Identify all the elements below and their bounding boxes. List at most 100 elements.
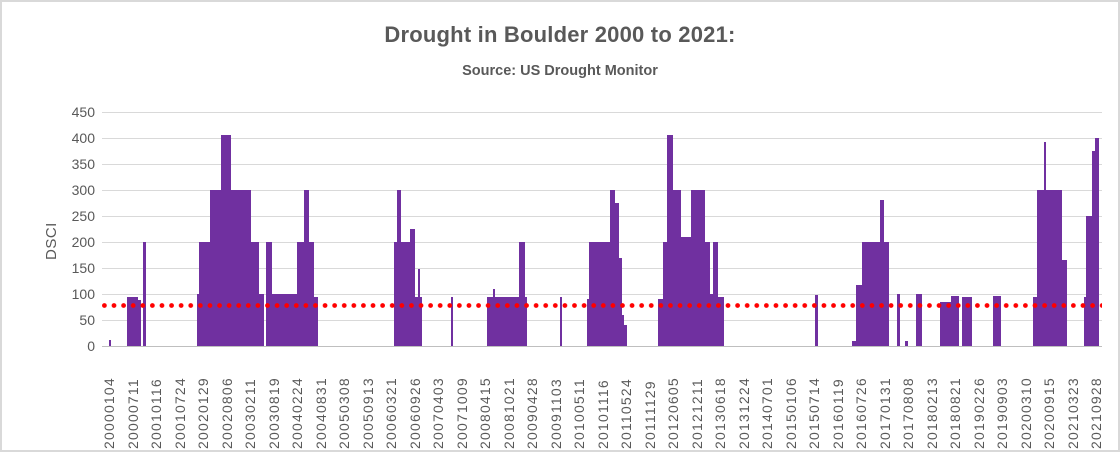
dsci-bar (950, 295, 960, 346)
dsci-bar (250, 242, 259, 346)
gridline (102, 190, 1102, 191)
dsci-bar (419, 296, 423, 346)
dsci-bar (492, 288, 496, 346)
dsci-bar (814, 295, 819, 346)
x-tick-label: 20010116 (148, 378, 164, 449)
dsci-bar (397, 190, 401, 346)
x-tick-label: 20131224 (735, 377, 752, 449)
dsci-bar (297, 242, 304, 346)
gridline (102, 216, 1102, 217)
x-tick-label: 20000104 (101, 377, 117, 449)
dsci-bar (673, 190, 681, 346)
dsci-bar (614, 203, 620, 346)
dsci-bar (993, 295, 1002, 346)
dsci-bar (221, 135, 231, 346)
dsci-bar (495, 296, 519, 346)
x-tick-label: 20020129 (195, 377, 211, 449)
dsci-bar (209, 190, 222, 346)
dsci-bar (658, 299, 664, 346)
dsci-bar (1046, 190, 1063, 346)
x-tick-label: 20190903 (994, 377, 1010, 449)
x-tick-label: 20120605 (665, 377, 681, 449)
x-tick-label: 20170808 (900, 377, 916, 449)
dsci-bar (271, 294, 297, 346)
x-tick-label: 20080415 (477, 377, 493, 449)
dsci-bar (940, 301, 951, 346)
dsci-bar (896, 294, 901, 346)
x-tick-label: 20000711 (124, 378, 141, 449)
dsci-bar (624, 325, 627, 346)
dsci-bar (1062, 260, 1068, 346)
x-tick-label: 20020806 (218, 377, 235, 449)
x-tick-label: 20050913 (359, 377, 376, 449)
dsci-bar (1083, 296, 1086, 346)
gridline (102, 138, 1102, 139)
x-tick-label: 20030819 (265, 377, 282, 449)
y-tick-label: 350 (71, 156, 95, 172)
x-tick-label: 20070403 (430, 377, 446, 449)
y-tick-label: 150 (71, 260, 95, 276)
y-tick-label: 300 (71, 182, 95, 198)
x-tick-label: 20170131 (876, 377, 893, 449)
dsci-bar (1033, 296, 1037, 346)
dsci-bar (137, 300, 142, 346)
dsci-bar (852, 340, 856, 346)
dsci-bar (559, 296, 562, 346)
x-tick-label: 20071009 (453, 377, 470, 449)
gridline (102, 164, 1102, 165)
dsci-bar (303, 190, 310, 346)
x-tick-label: 20010724 (171, 377, 188, 449)
dsci-bar (410, 229, 416, 346)
dsci-bar (588, 242, 611, 346)
dsci-bar (198, 242, 210, 346)
x-tick-label: 20040224 (289, 377, 305, 449)
x-tick-label: 20040831 (312, 377, 329, 449)
dsci-bar (709, 294, 714, 346)
y-tick-label: 400 (71, 130, 95, 146)
x-tick-label: 20110524 (618, 378, 634, 449)
dsci-bar (415, 296, 418, 346)
dsci-bar (1036, 190, 1044, 346)
dsci-bar (265, 242, 272, 346)
dsci-bar (718, 296, 725, 346)
dsci-bar (880, 200, 884, 346)
dsci-bar (127, 296, 138, 346)
dsci-bar (230, 190, 251, 346)
x-tick-label: 20030211 (242, 378, 258, 449)
dsci-bar (883, 242, 889, 346)
y-tick-label: 450 (71, 104, 95, 120)
dsci-bar (621, 314, 625, 346)
dsci-bar (915, 294, 922, 346)
x-tick-label: 20150714 (806, 377, 822, 449)
dsci-bar (525, 296, 527, 346)
dsci-bar (142, 242, 147, 346)
x-tick-label: 20090428 (524, 377, 540, 449)
dsci-bar (196, 294, 199, 346)
dsci-bar (713, 242, 719, 346)
dsci-bar (691, 190, 706, 346)
plot-area (102, 112, 1102, 347)
x-tick-label: 20060321 (383, 377, 399, 449)
x-tick-label: 20081021 (500, 377, 517, 449)
x-tick-label: 20130618 (712, 377, 728, 449)
x-tick-label: 20111129 (641, 380, 658, 449)
dsci-bar (961, 296, 972, 346)
x-tick-label: 20160119 (829, 378, 846, 449)
x-tick-label: 20150106 (782, 377, 799, 449)
dsci-bar (109, 339, 111, 346)
dsci-bar (855, 284, 862, 346)
y-tick-label: 0 (87, 338, 95, 354)
y-tick-label: 50 (79, 312, 95, 328)
y-tick-label: 200 (71, 234, 95, 250)
dsci-bar (1091, 151, 1096, 346)
dsci-bar (705, 242, 710, 346)
dsci-bar (610, 190, 615, 346)
x-tick-label: 20200915 (1041, 377, 1057, 449)
dsci-bar (451, 296, 453, 346)
dsci-bar (393, 242, 398, 346)
y-tick-label: 100 (71, 286, 95, 302)
y-tick-label: 250 (71, 208, 95, 224)
x-tick-label: 20050308 (336, 377, 352, 449)
x-tick-label: 20100511 (571, 378, 587, 449)
